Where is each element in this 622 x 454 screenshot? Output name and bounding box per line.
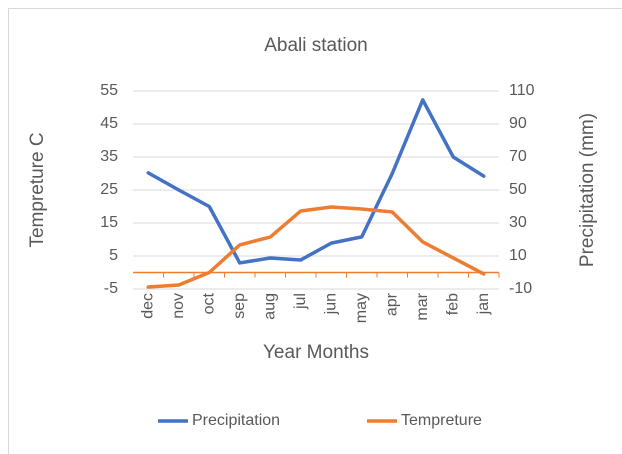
y-tick-label: 25 (100, 181, 118, 198)
legend-label: Tempreture (401, 412, 482, 429)
y2-tick-label: 70 (509, 148, 527, 165)
x-tick-label: dec (139, 293, 156, 319)
x-tick-label: apr (383, 292, 400, 316)
y2-axis-title: Precipitation (mm) (577, 113, 598, 267)
y-tick-label: -5 (104, 280, 118, 297)
y2-tick-label: 110 (509, 82, 535, 99)
x-tick-label: jun (322, 293, 339, 315)
y-tick-label: 5 (109, 247, 118, 264)
x-tick-label: sep (231, 293, 248, 319)
chart-border (8, 8, 622, 454)
y2-tick-label: 30 (509, 214, 527, 231)
x-tick-label: mar (414, 292, 431, 320)
y2-tick-label: 90 (509, 115, 527, 132)
y-tick-label: 35 (100, 148, 118, 165)
series-line (146, 205, 486, 289)
x-tick-label: oct (200, 292, 217, 314)
x-tick-label: aug (261, 293, 278, 320)
x-tick-label: feb (444, 293, 461, 315)
y-tick-label: 55 (100, 82, 118, 99)
y-tick-label: 45 (100, 115, 118, 132)
series-line (146, 98, 486, 265)
x-tick-label: jul (292, 293, 309, 310)
x-tick-label: may (353, 293, 370, 323)
y2-tick-label: 50 (509, 181, 527, 198)
legend-label: Precipitation (192, 412, 280, 429)
chart-title: Abali station (264, 35, 368, 56)
y2-tick-label: 10 (509, 247, 527, 264)
x-tick-label: jan (475, 293, 492, 315)
x-axis-title: Year Months (263, 342, 369, 363)
x-tick-label: nov (170, 293, 187, 319)
y-axis-title: Tempreture C (27, 132, 48, 247)
y2-tick-label: -10 (509, 280, 532, 297)
y-tick-label: 15 (100, 214, 118, 231)
